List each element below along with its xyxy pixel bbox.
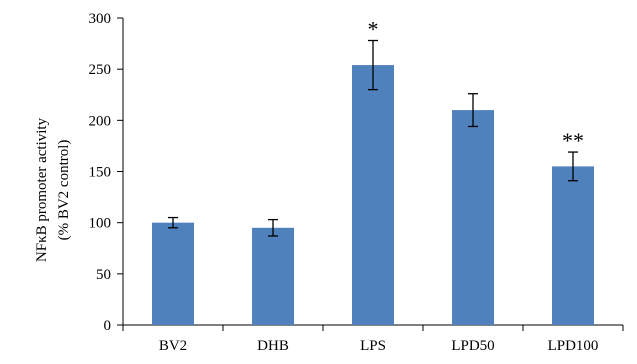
x-tick-label: LPD50 <box>451 338 494 354</box>
x-tick-label: LPS <box>360 338 386 354</box>
y-tick-label: 0 <box>104 318 112 334</box>
x-tick-label: LPD100 <box>548 338 599 354</box>
y-tick-label: 100 <box>89 216 112 232</box>
y-tick-label: 300 <box>89 11 112 27</box>
y-tick-label: 200 <box>89 113 112 129</box>
significance-marker: * <box>368 17 379 42</box>
x-tick-label: BV2 <box>159 338 187 354</box>
y-tick-label: 150 <box>89 165 112 181</box>
y-axis-title-line-2: (% BV2 control) <box>56 140 72 241</box>
bar-lps <box>352 65 394 325</box>
y-axis-title: NFκB promoter activity (% BV2 control) <box>34 117 72 262</box>
y-tick-label: 250 <box>89 62 112 78</box>
bar-lpd50 <box>452 110 494 325</box>
bar-bv2 <box>152 222 194 325</box>
significance-marker: ** <box>562 128 584 153</box>
y-tick-label: 50 <box>96 267 111 283</box>
bar-lpd100 <box>552 166 594 325</box>
bar-dhb <box>252 227 294 325</box>
x-tick-label: DHB <box>257 338 289 354</box>
y-axis-title-line-1: NFκB promoter activity <box>34 117 50 262</box>
plot-area: 0 50 100 150 200 250 300 BV2 DHB * LPS LPD50 ** LPD10… <box>89 11 624 354</box>
